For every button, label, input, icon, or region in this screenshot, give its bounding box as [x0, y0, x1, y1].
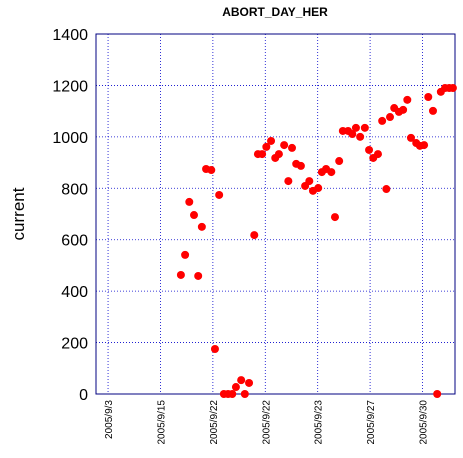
- point: [210, 345, 219, 353]
- plot-frame: [95, 33, 456, 395]
- point: [386, 113, 395, 122]
- point: [373, 150, 382, 159]
- x-tick-label: 2005/9/23: [314, 400, 325, 445]
- point: [403, 95, 412, 104]
- x-tick-label: 2005/9/22: [261, 400, 272, 445]
- point: [378, 116, 387, 125]
- y-tick-label: 1200: [52, 78, 88, 95]
- point: [382, 185, 391, 194]
- y-tick-label: 400: [61, 284, 88, 301]
- point: [360, 123, 369, 132]
- y-axis-label: current: [9, 187, 28, 240]
- point: [335, 157, 344, 166]
- point: [448, 84, 457, 92]
- point: [428, 106, 437, 115]
- y-tick-label: 1400: [52, 27, 88, 44]
- point: [245, 378, 254, 387]
- point: [215, 190, 224, 199]
- y-tick-label: 0: [79, 387, 88, 404]
- chart-title: ABORT_DAY_HER: [222, 5, 328, 19]
- point: [433, 390, 442, 398]
- point: [296, 161, 305, 170]
- x-tick-label: 2005/9/15: [156, 400, 167, 445]
- point: [330, 213, 339, 222]
- point: [181, 250, 190, 259]
- point: [190, 211, 199, 220]
- point: [176, 270, 185, 279]
- point: [284, 177, 293, 186]
- point: [406, 133, 415, 142]
- point: [267, 136, 276, 145]
- x-tick-label: 2005/9/27: [366, 400, 377, 445]
- point: [274, 150, 283, 159]
- point: [305, 177, 314, 186]
- point: [348, 130, 357, 139]
- y-tick-label: 600: [61, 233, 88, 250]
- point: [280, 141, 289, 150]
- y-tick-label: 800: [61, 181, 88, 198]
- point: [185, 197, 194, 206]
- point: [356, 132, 365, 141]
- point: [237, 376, 246, 385]
- point: [262, 142, 271, 151]
- point: [351, 123, 360, 132]
- y-tick-label: 1000: [52, 130, 88, 147]
- point: [365, 145, 374, 154]
- x-tick-label: 2005/9/30: [419, 400, 430, 445]
- y-tick-label: 200: [61, 336, 88, 353]
- point: [288, 143, 297, 152]
- point: [240, 390, 249, 398]
- x-tick-label: 2005/9/22: [209, 400, 220, 445]
- point: [231, 383, 240, 392]
- point: [197, 222, 206, 231]
- point: [250, 231, 259, 240]
- point: [207, 166, 216, 175]
- point: [420, 141, 429, 150]
- point: [314, 184, 323, 193]
- point: [258, 150, 267, 159]
- point: [424, 93, 433, 101]
- point: [327, 168, 336, 177]
- x-tick-label: 2005/9/3: [104, 400, 115, 439]
- point: [194, 271, 203, 280]
- point: [228, 390, 237, 398]
- point: [399, 105, 408, 114]
